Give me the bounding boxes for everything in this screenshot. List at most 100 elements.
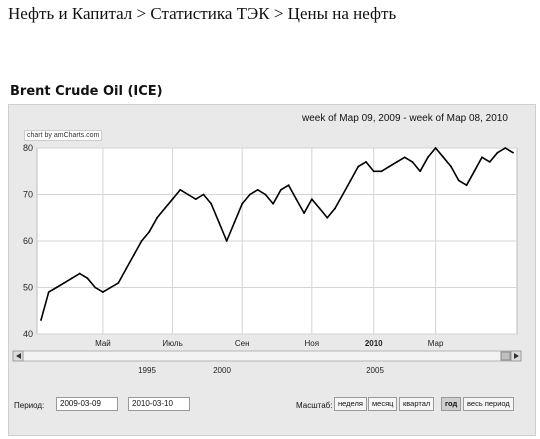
arrow-right-icon [514, 353, 519, 359]
data-point [380, 170, 383, 173]
data-point [256, 188, 259, 191]
data-point [140, 240, 143, 242]
data-point [287, 184, 290, 187]
period-to-input[interactable]: 2010-03-10 [128, 397, 190, 411]
chart-title: Brent Crude Oil (ICE) [10, 84, 163, 99]
x-tick-label: Июль [162, 339, 182, 348]
period-label: Период: [14, 401, 45, 410]
y-tick-label: 40 [23, 329, 33, 339]
data-point [225, 240, 228, 242]
data-point [349, 179, 352, 182]
data-point [473, 170, 476, 173]
data-point [63, 281, 66, 284]
data-point [117, 281, 120, 284]
data-point [279, 188, 282, 191]
data-point [310, 198, 313, 201]
scale-year-button[interactable]: год [441, 397, 462, 411]
data-point [179, 188, 182, 191]
data-point [303, 212, 305, 215]
breadcrumb-link-oil-capital[interactable]: Нефть и Капитал [8, 4, 133, 23]
data-point [102, 291, 104, 294]
scale-quarter-button[interactable]: квартал [399, 397, 435, 411]
data-point [341, 193, 344, 196]
navigator-year-label: 1995 [138, 366, 156, 375]
navigator-year-label: 2000 [213, 366, 231, 375]
data-point [109, 286, 112, 289]
data-point [194, 198, 197, 201]
data-point [434, 147, 437, 149]
data-point [78, 272, 81, 275]
period-from-input[interactable]: 2009-03-09 [56, 397, 118, 411]
x-tick-label: Сен [235, 339, 250, 348]
scrollbar-thumb[interactable] [500, 351, 511, 361]
data-point [132, 254, 135, 256]
chart-controls: Период: 2009-03-09 2010-03-10 Масштаб: н… [8, 395, 534, 417]
breadcrumb-link-statistics[interactable]: Статистика ТЭК [150, 4, 270, 23]
data-point [396, 161, 398, 163]
data-point [504, 147, 507, 149]
series-line-brent [40, 147, 514, 321]
breadcrumb: Нефть и Капитал > Статистика ТЭК > Цены … [8, 4, 396, 24]
date-range-label: week of Мар 09, 2009 - week of Мар 08, 2… [302, 113, 508, 124]
breadcrumb-separator: > [273, 4, 284, 23]
data-point [295, 198, 298, 201]
data-point [426, 156, 429, 159]
navigator-year-label: 2005 [366, 366, 384, 375]
data-point [481, 156, 483, 159]
data-point [372, 170, 375, 173]
y-tick-label: 70 [23, 190, 33, 200]
scale-label: Масштаб: [296, 401, 333, 410]
data-point [210, 202, 213, 205]
data-point [163, 207, 166, 210]
scale-week-button[interactable]: неделя [334, 397, 367, 411]
data-point [94, 286, 97, 289]
data-point [249, 193, 251, 196]
x-tick-label: Май [95, 339, 111, 348]
data-point [318, 207, 321, 210]
data-point [272, 202, 275, 205]
data-point [496, 151, 499, 154]
data-point [465, 184, 468, 187]
data-point [512, 151, 514, 154]
x-tick-label: Ноя [305, 339, 320, 348]
scrollbar-track[interactable] [12, 350, 522, 362]
data-point [156, 216, 158, 219]
x-tick-label: Мар [428, 339, 444, 348]
data-point [148, 230, 151, 233]
data-point [125, 268, 128, 270]
data-point [55, 286, 58, 289]
y-tick-label: 50 [23, 283, 33, 293]
data-point [419, 170, 422, 173]
data-point [71, 277, 73, 280]
data-point [187, 193, 189, 196]
data-point [47, 291, 50, 294]
y-tick-label: 60 [23, 236, 33, 246]
data-point [241, 202, 244, 205]
amcharts-credit-link[interactable]: chart by amCharts.com [24, 130, 103, 141]
data-point [442, 156, 445, 159]
data-point [86, 277, 89, 280]
scale-all-button[interactable]: весь период [463, 397, 514, 411]
data-point [388, 165, 391, 168]
data-point [326, 216, 329, 219]
y-tick-label: 80 [23, 143, 33, 153]
data-point [403, 156, 406, 159]
x-tick-label: 2010 [365, 339, 383, 348]
breadcrumb-current-page: Цены на нефть [287, 4, 397, 23]
data-point [488, 161, 491, 163]
data-point [450, 165, 452, 168]
data-point [334, 207, 336, 210]
data-point [365, 161, 367, 163]
breadcrumb-separator: > [136, 4, 147, 23]
data-point [264, 193, 267, 196]
data-point [457, 179, 460, 182]
data-point [171, 198, 174, 201]
data-point [357, 165, 360, 168]
data-point [40, 319, 42, 321]
scale-month-button[interactable]: месяц [368, 397, 398, 411]
data-point [233, 221, 236, 224]
arrow-left-icon [16, 353, 21, 359]
data-point [202, 193, 205, 196]
data-point [411, 161, 414, 163]
